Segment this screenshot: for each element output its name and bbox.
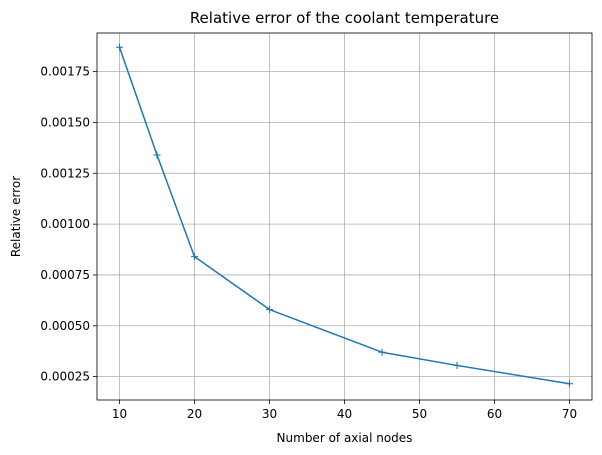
grid — [97, 33, 592, 400]
x-tick-label: 40 — [337, 407, 352, 421]
y-tick-label: 0.00075 — [40, 268, 90, 282]
x-axis-label: Number of axial nodes — [277, 431, 413, 445]
data-point-marker — [566, 380, 573, 388]
y-tick-label: 0.00150 — [40, 115, 90, 129]
data-point-marker — [153, 151, 161, 159]
data-point-marker — [266, 306, 273, 314]
y-axis-label: Relative error — [9, 176, 23, 257]
y-tick-label: 0.00175 — [40, 65, 90, 79]
y-tick-label: 0.00125 — [40, 166, 90, 180]
x-tick-label: 60 — [487, 407, 502, 421]
x-tick-label: 50 — [412, 407, 427, 421]
data-point-marker — [191, 253, 198, 261]
series — [116, 43, 573, 388]
x-tick-label: 30 — [262, 407, 277, 421]
chart-title: Relative error of the coolant temperatur… — [190, 9, 499, 27]
y-tick-label: 0.00100 — [40, 217, 90, 231]
plot-frame — [96, 32, 593, 401]
x-tick-label: 10 — [112, 407, 127, 421]
data-point-marker — [378, 348, 386, 356]
data-point-marker — [116, 43, 123, 51]
y-tick-label: 0.00025 — [40, 370, 90, 384]
y-tick-label: 0.00050 — [40, 319, 90, 333]
x-tick-label: 70 — [562, 407, 577, 421]
axis-ticks: 10 20 30 40 50 60 70 0.00025 0.00050 0.00075 0.001… — [40, 65, 577, 421]
data-point-marker — [453, 361, 461, 369]
x-tick-label: 20 — [187, 407, 202, 421]
